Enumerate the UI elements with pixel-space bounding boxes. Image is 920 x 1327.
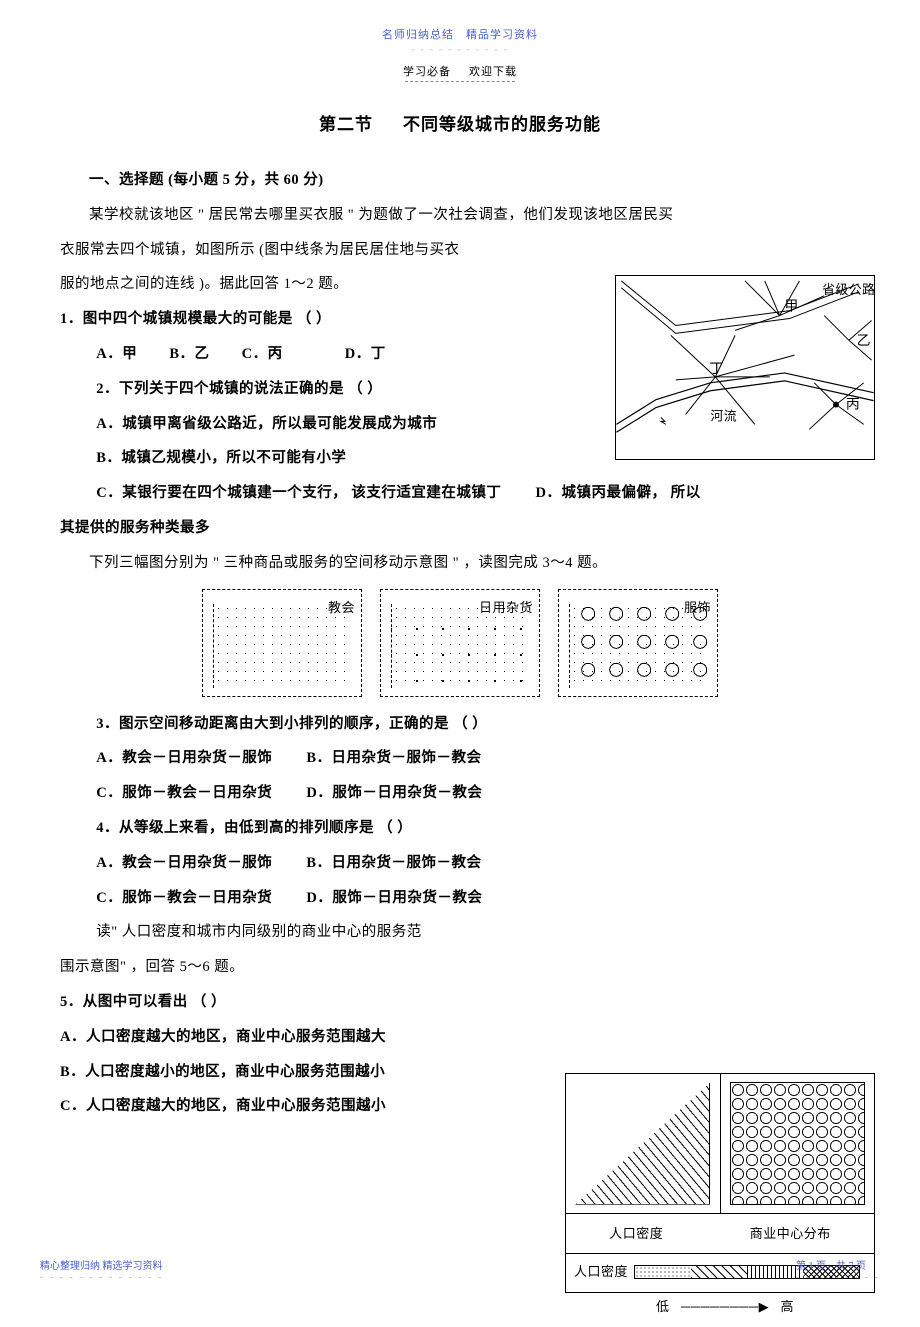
section-heading-1: 一、选择题 (每小题 5 分，共 60 分) [60,163,860,198]
document-title: 第二节 不同等级城市的服务功能 [60,110,860,135]
fig3-label-low: 低 [656,1291,670,1322]
figure-towns-map: 省级公路 甲 乙 丙 丁 河流 [615,275,875,460]
fig1-label-jia: 甲 [785,299,799,314]
fig3-label-high: 高 [780,1291,794,1322]
intro-3b: 围示意图" ，回答 5～6 题。 [60,950,860,985]
footer-left-text: 精心整理归纳 精选学习资料 [40,1257,163,1272]
fig1-label-yi: 乙 [857,333,871,348]
q4-row1: A．教会－日用杂货－服饰 B．日用杂货－服饰－教会 [96,846,860,881]
q5-opt-a: A．人口密度越大的地区，商业中心服务范围越大 [60,1020,860,1055]
title-part2: 不同等级城市的服务功能 [403,115,601,134]
header-line2a: 学习必备 [403,66,451,78]
figure-clothing: 服饰 [558,589,718,697]
fig3-arrow-icon: ────────▶ [681,1291,769,1322]
q3-stem: 3．图示空间移动距离由大到小排列的顺序，正确的是 （ ） [60,707,860,742]
q3-opt-c: C．服饰－教会－日用杂货 [96,785,272,801]
header-line2b: 欢迎下载 [469,66,517,78]
figure-church: 教会 [202,589,362,697]
top-header: 名师归纳总结精品学习资料 - - - - - - - - - - - [60,25,860,54]
footer-dots-right: - - - - - - - - - [796,1272,880,1283]
q4-stem: 4．从等级上来看，由低到高的排列顺序是 （ ） [60,811,860,846]
header-dots-1: - - - - - - - - - - - [60,44,860,54]
q3-opt-b: B．日用杂货－服饰－教会 [306,750,481,766]
fig2-label-a: 教会 [326,592,357,623]
q1-opt-d: D．丁 [345,346,386,362]
q3-opt-d: D．服饰－日用杂货－教会 [306,785,482,801]
q3-opt-a: A．教会－日用杂货－服饰 [96,750,272,766]
fig3-panel-commerce [720,1074,875,1213]
intro-2: 下列三幅图分别为 " 三种商品或服务的空间移动示意图 " ，读图完成 3～4 题… [60,546,860,581]
q3-row2: C．服饰－教会－日用杂货 D．服饰－日用杂货－教会 [96,776,860,811]
fig3-label-1: 人口密度 [609,1218,663,1249]
figure-grocery: 日用杂货 [380,589,540,697]
q4-opt-c: C．服饰－教会－日用杂货 [96,890,272,906]
header-line1b: 精品学习资料 [466,29,538,41]
q2-opt-c: C．某银行要在四个城镇建一个支行， 该支行适宜建在城镇丁 [96,485,501,501]
intro-1a: 某学校就该地区 " 居民常去哪里买衣服 " 为题做了一次社会调查，他们发现该地区… [60,198,860,233]
header-line1a: 名师归纳总结 [382,29,454,41]
footer-right-text: 第 1 页，共 7 页 [796,1257,880,1272]
fig2-label-b: 日用杂货 [477,592,535,623]
fig3-panel-density [566,1074,720,1213]
fig1-label-highway: 省级公路 [822,282,874,297]
header-underline [405,81,515,82]
page-footer: 精心整理归纳 精选学习资料 - - - - - - - - - - - - - … [0,1257,920,1283]
footer-dots-left: - - - - - - - - - - - - - [40,1272,163,1283]
header-line2: 学习必备 欢迎下载 [403,63,517,79]
q3-row1: A．教会－日用杂货－服饰 B．日用杂货－服饰－教会 [96,741,860,776]
q2-opt-cd: C．某银行要在四个城镇建一个支行， 该支行适宜建在城镇丁 D．城镇丙最偏僻， 所… [96,476,860,511]
figure-three-services: 教会 日用杂货 服饰 [60,589,860,697]
fig1-label-bing: 丙 [846,397,860,412]
q1-opt-b: B．乙 [169,346,209,362]
header-line1: 名师归纳总结精品学习资料 [382,26,538,42]
fig1-label-river: 河流 [710,409,737,423]
intro-1b: 衣服常去四个城镇，如图所示 (图中线条为居民居住地与买衣 [60,233,860,268]
sub-header: 学习必备 欢迎下载 [60,62,860,82]
q2-opt-d2: 其提供的服务种类最多 [60,511,860,546]
footer-left: 精心整理归纳 精选学习资料 - - - - - - - - - - - - - [40,1257,163,1283]
q4-opt-a: A．教会－日用杂货－服饰 [96,855,272,871]
footer-right: 第 1 页，共 7 页 - - - - - - - - - [796,1257,880,1283]
fig2-label-c: 服饰 [682,592,713,623]
fig1-label-ding: 丁 [709,361,723,376]
q4-opt-b: B．日用杂货－服饰－教会 [306,855,481,871]
q4-opt-d: D．服饰－日用杂货－教会 [306,890,482,906]
q2-opt-d1: D．城镇丙最偏僻， 所以 [535,485,700,501]
title-part1: 第二节 [319,115,373,134]
q5-stem: 5．从图中可以看出 （ ） [60,985,860,1020]
document-body: 省级公路 甲 乙 丙 丁 河流 一、选择题 (每小题 5 分，共 60 分) 某… [60,163,860,1124]
intro-3a: 读" 人口密度和城市内同级别的商业中心的服务范 [60,915,860,950]
fig3-label-2: 商业中心分布 [750,1218,831,1249]
q1-opt-a: A．甲 [96,346,137,362]
q4-row2: C．服饰－教会－日用杂货 D．服饰－日用杂货－教会 [96,881,860,916]
q1-opt-c: C．丙 [242,346,283,362]
